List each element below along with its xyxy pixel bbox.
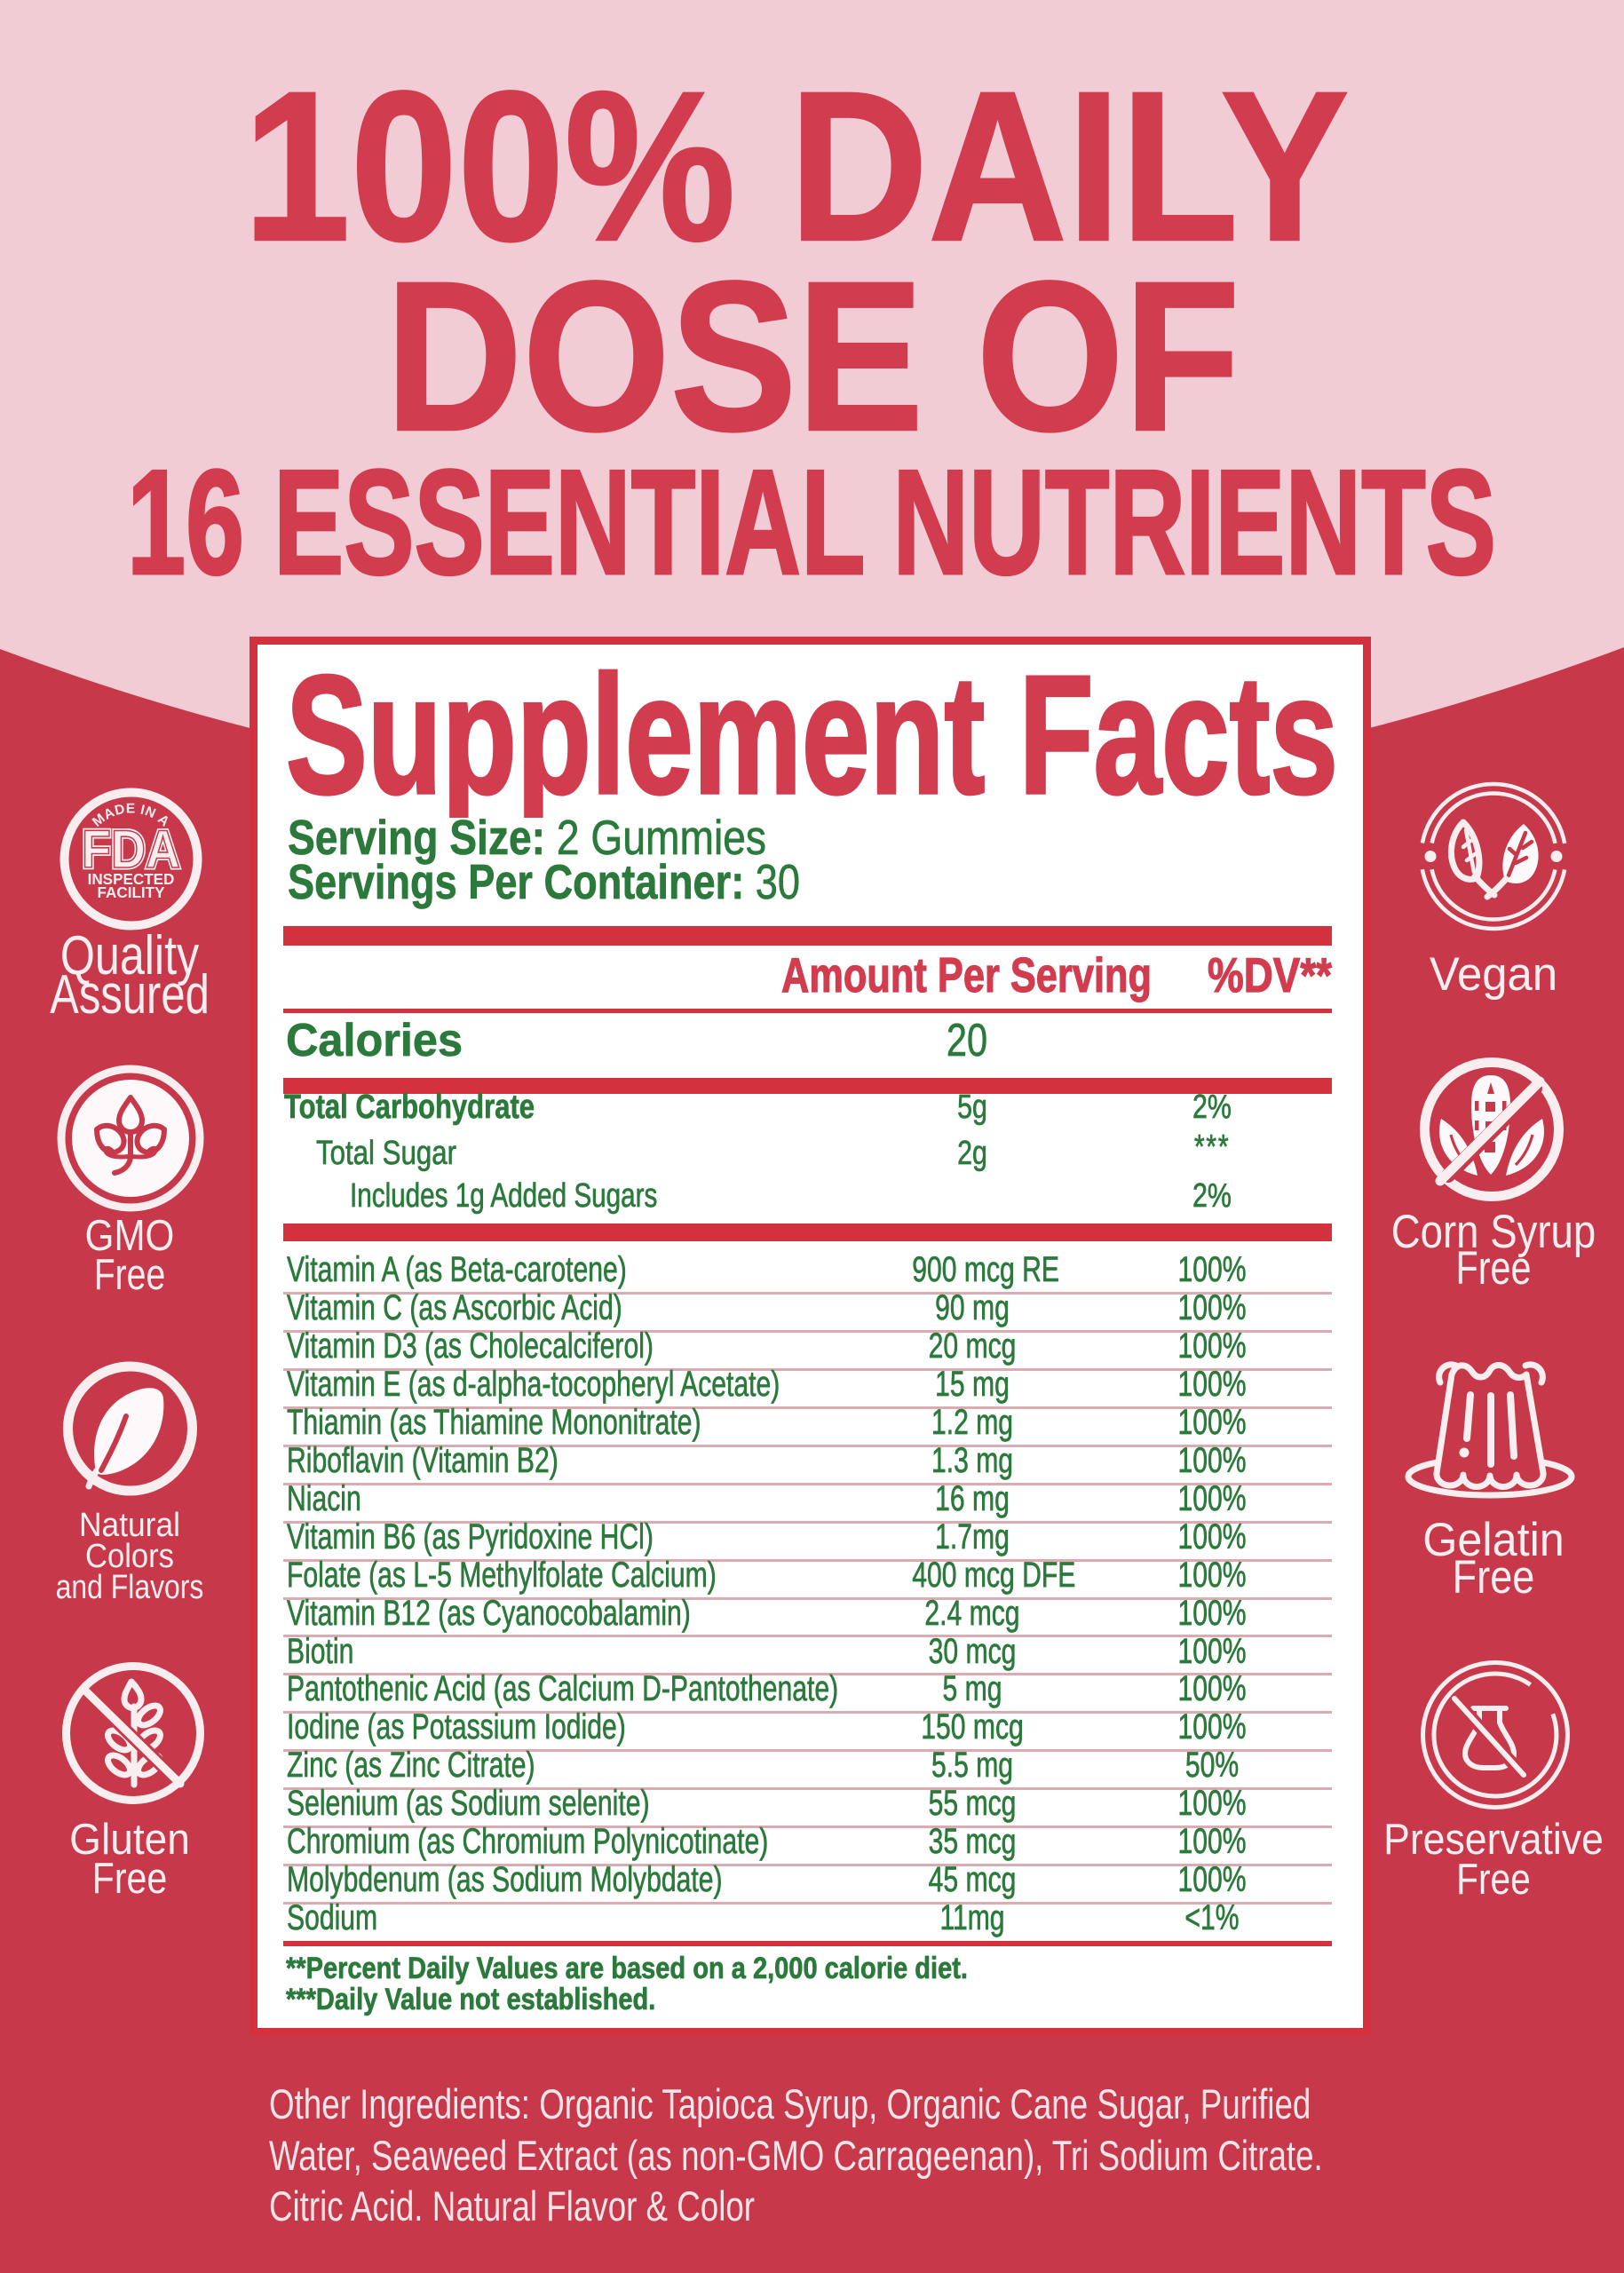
svg-text:FDA: FDA bbox=[82, 820, 180, 879]
svg-text:INSPECTED: INSPECTED bbox=[88, 870, 175, 889]
svg-text:FACILITY: FACILITY bbox=[98, 883, 165, 902]
svg-text:FDA: FDA bbox=[82, 820, 180, 879]
